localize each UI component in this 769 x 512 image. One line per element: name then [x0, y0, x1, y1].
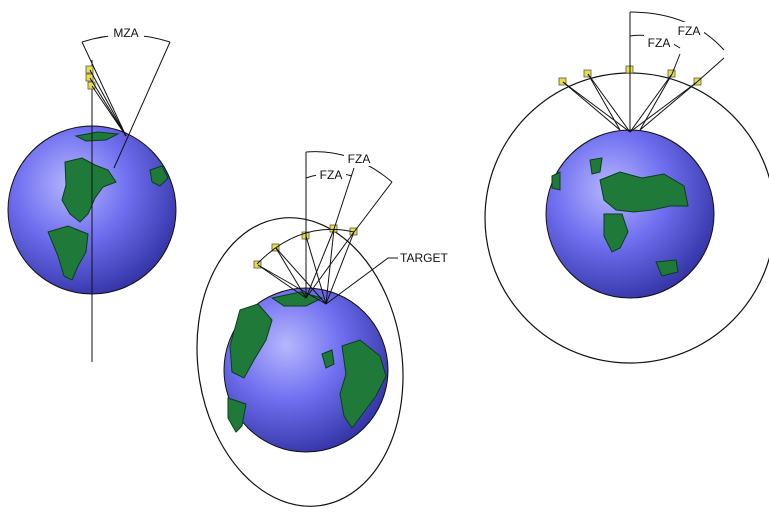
continent-south-america — [227, 397, 247, 433]
line-of-sight — [91, 85, 127, 137]
continent-africa — [603, 213, 629, 253]
fza-boundary-line — [696, 57, 725, 83]
fza-outer-label: FZA — [678, 24, 701, 38]
continent-greenland — [589, 157, 603, 175]
satellite-icon — [558, 77, 567, 86]
line-of-sight — [257, 264, 327, 305]
line-of-sight — [305, 235, 327, 305]
line-of-sight — [305, 231, 355, 299]
satellite-icon — [253, 260, 262, 269]
satellite-track-arc — [256, 228, 355, 265]
line-of-sight — [587, 73, 631, 133]
continent-south-america — [47, 225, 89, 281]
satellite-icon — [85, 65, 94, 74]
orbit-ellipse — [196, 217, 404, 507]
fza-outer-arc — [629, 11, 725, 51]
line-of-sight — [325, 228, 335, 305]
line-of-sight — [325, 231, 355, 305]
continent-africa — [339, 339, 387, 429]
satellite-icon — [85, 73, 94, 82]
fza-boundary-line — [353, 181, 393, 233]
fza-inner-label: FZA — [648, 36, 671, 50]
mza-boundary-line — [81, 41, 127, 137]
satellite-icon — [667, 69, 676, 78]
continent-north-america — [229, 303, 273, 379]
line-of-sight — [629, 81, 698, 133]
continent-north-america — [61, 157, 117, 223]
continent-island — [321, 349, 335, 369]
line-of-sight — [275, 247, 327, 305]
line-of-sight — [562, 81, 631, 133]
line-of-sight — [257, 264, 307, 299]
continent-arctic — [270, 291, 324, 307]
fza-inner-label: FZA — [320, 168, 343, 182]
line-of-sight — [562, 81, 621, 131]
fza-outer-label: FZA — [348, 152, 371, 166]
left-globe-group: MZA — [7, 24, 177, 362]
line-of-sight — [639, 81, 698, 131]
continent-australia — [655, 259, 679, 277]
line-of-sight — [587, 73, 621, 131]
line-of-sight — [629, 73, 673, 133]
middle-globe-group: FZA FZA TARGET — [196, 150, 448, 507]
target-label: TARGET — [400, 251, 448, 265]
line-of-sight — [89, 69, 127, 137]
line-of-sight — [275, 247, 307, 299]
line-of-sight — [305, 228, 335, 299]
satellite-icon — [583, 69, 592, 78]
mza-label: MZA — [113, 26, 138, 40]
mza-boundary-line — [113, 41, 171, 169]
right-globe-group: FZA FZA — [484, 11, 769, 364]
fza-boundary-line — [671, 53, 681, 75]
earth-globe-icon — [545, 129, 715, 299]
continent-eurasia — [599, 171, 689, 213]
target-leader-line — [325, 257, 398, 305]
fza-boundary-line — [333, 167, 355, 230]
line-of-sight — [639, 73, 673, 131]
satellite-icon — [87, 81, 96, 90]
continent-americas-edge — [551, 171, 561, 191]
continent-eurasia-edge — [149, 165, 169, 187]
continent-arctic — [74, 131, 120, 142]
